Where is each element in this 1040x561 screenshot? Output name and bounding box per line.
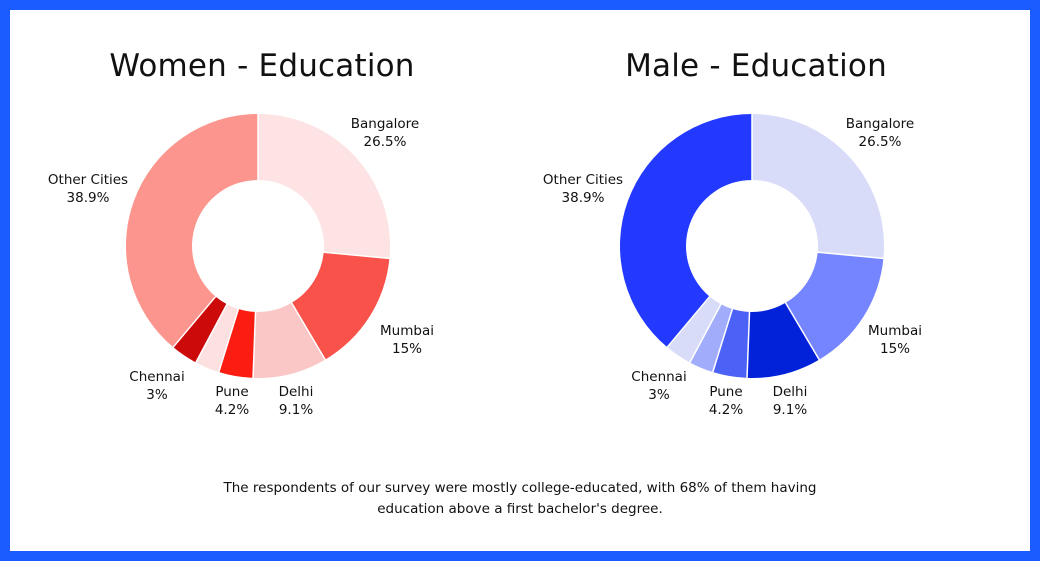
- women-label-pune: Pune: [215, 384, 248, 400]
- male-education-title: Male - Education: [625, 48, 887, 84]
- male-slice-separator: [816, 251, 885, 260]
- male-value-bangalore: 26.5%: [859, 134, 902, 150]
- male-education-donut: Bangalore 26.5% Mumbai 15% Delhi 9.1% Pune 4.2%…: [543, 113, 922, 418]
- male-slice-separator: [784, 301, 821, 361]
- male-slice-pune: [712, 309, 750, 378]
- women-label-chennai: Chennai: [129, 369, 184, 385]
- women-slice-unlabeled: [173, 296, 227, 363]
- women-label-bangalore: Bangalore: [351, 116, 420, 132]
- women-education-title: Women - Education: [109, 48, 415, 84]
- male-label-pune: Pune: [709, 384, 742, 400]
- male-slice-other-cities: [620, 114, 752, 348]
- women-slice-separator: [172, 295, 217, 349]
- women-slice-separator: [322, 251, 391, 260]
- women-slice-pune: [218, 309, 256, 378]
- women-slice-separator: [290, 301, 327, 361]
- male-slice-separator: [746, 310, 751, 379]
- women-label-mumbai: Mumbai: [380, 323, 434, 339]
- male-label-delhi: Delhi: [773, 384, 808, 400]
- women-label-other-cities: Other Cities: [48, 172, 128, 188]
- male-slice-unlabeled: [667, 296, 721, 363]
- women-slice-separator: [252, 310, 257, 379]
- women-education-donut: Bangalore 26.5% Mumbai 15% Delhi 9.1% Pune 4.2%…: [48, 113, 434, 418]
- male-label-other-cities: Other Cities: [543, 172, 623, 188]
- women-slice-bangalore: [258, 114, 390, 259]
- women-slice-chennai: [195, 304, 239, 373]
- male-slice-mumbai: [785, 252, 884, 360]
- women-value-bangalore: 26.5%: [364, 134, 407, 150]
- women-slice-separator: [217, 307, 240, 374]
- male-label-mumbai: Mumbai: [868, 323, 922, 339]
- male-slice-bangalore: [752, 114, 885, 259]
- women-value-chennai: 3%: [146, 387, 168, 403]
- male-slice-delhi: [747, 302, 820, 378]
- women-slice-other-cities: [126, 114, 258, 348]
- survey-caption: The respondents of our survey were mostl…: [223, 480, 817, 517]
- male-label-chennai: Chennai: [631, 369, 686, 385]
- women-value-delhi: 9.1%: [279, 402, 313, 418]
- male-value-delhi: 9.1%: [773, 402, 807, 418]
- women-slice-mumbai: [291, 252, 390, 360]
- women-slice-separator: [194, 302, 229, 364]
- male-value-pune: 4.2%: [709, 402, 743, 418]
- women-slice-delhi: [253, 302, 326, 378]
- male-slice-separator: [666, 295, 711, 349]
- male-slice-separator: [688, 302, 723, 364]
- women-value-mumbai: 15%: [392, 341, 422, 357]
- male-slice-chennai: [689, 304, 733, 373]
- male-slice-separator: [711, 307, 734, 374]
- women-value-pune: 4.2%: [215, 402, 249, 418]
- women-label-delhi: Delhi: [279, 384, 314, 400]
- male-value-mumbai: 15%: [880, 341, 910, 357]
- male-value-other-cities: 38.9%: [562, 190, 605, 206]
- male-value-chennai: 3%: [648, 387, 670, 403]
- male-label-bangalore: Bangalore: [846, 116, 915, 132]
- women-value-other-cities: 38.9%: [67, 190, 110, 206]
